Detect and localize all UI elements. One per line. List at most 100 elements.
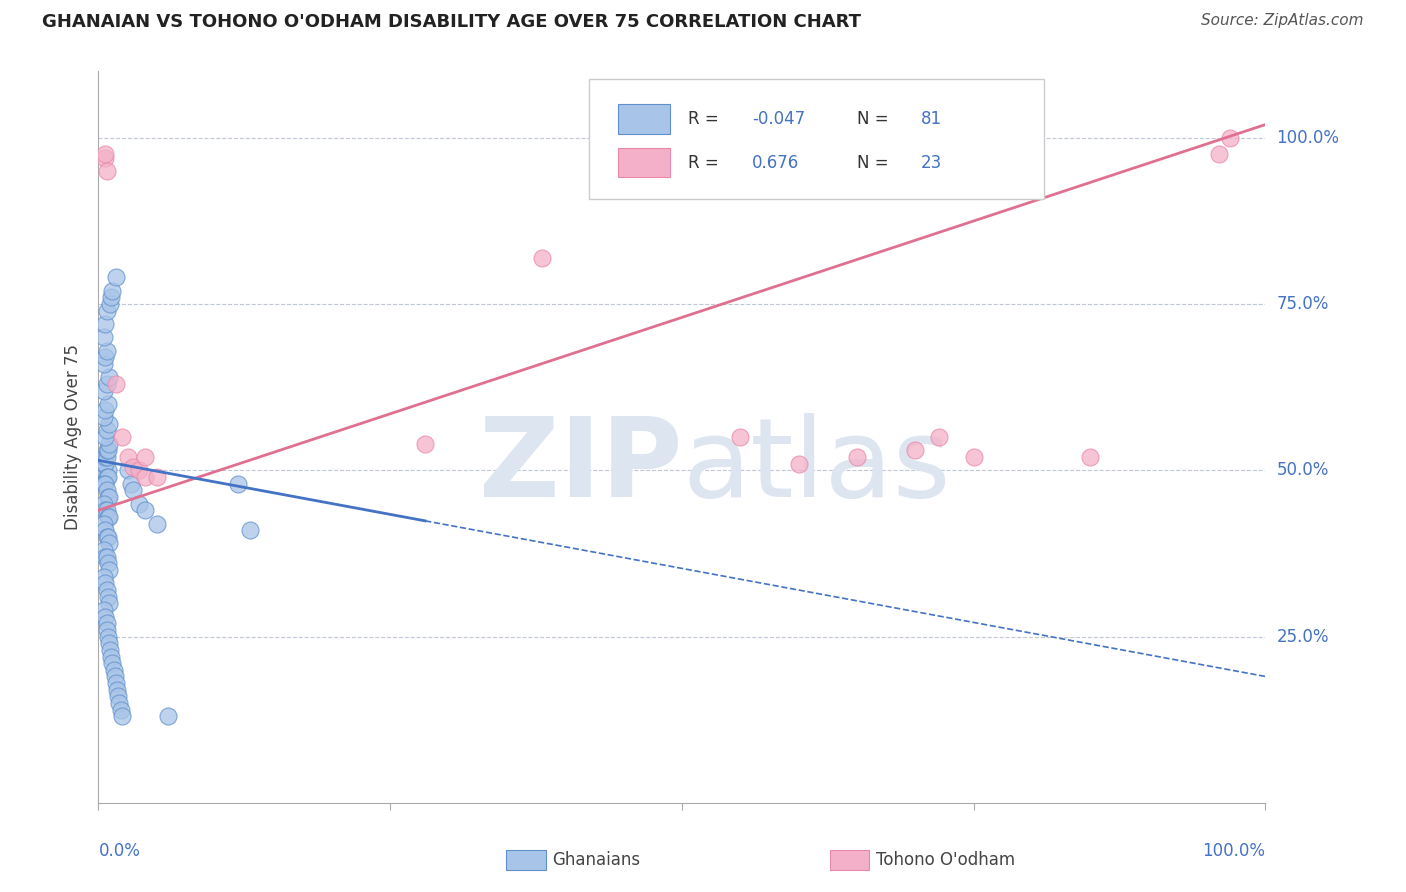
Point [93,516,115,531]
Point [122,483,145,498]
Text: Tohono O'odham: Tohono O'odham [876,851,1015,869]
Point [104,676,127,690]
Text: ZIP: ZIP [478,413,682,520]
Text: N =: N = [858,110,894,128]
Text: 23: 23 [921,153,942,172]
Point [134,470,156,484]
Text: 75.0%: 75.0% [1277,295,1329,313]
Point [96,424,118,438]
Point [96,164,118,178]
Point [96,450,118,464]
Point [97,443,120,458]
Point [93,410,115,425]
Point [98,297,121,311]
Point [117,463,139,477]
Point [904,443,927,458]
Text: Source: ZipAtlas.com: Source: ZipAtlas.com [1201,13,1364,29]
Point [94,317,117,331]
Point [530,251,553,265]
Point [134,503,156,517]
Point [93,463,115,477]
Point [228,476,250,491]
Point [94,523,117,537]
Point [239,523,262,537]
Point [104,669,127,683]
Point [1080,450,1102,464]
Point [97,509,120,524]
Point [120,476,142,491]
Text: R =: R = [688,110,724,128]
FancyBboxPatch shape [589,78,1043,200]
Point [105,682,128,697]
Point [97,436,120,450]
Point [93,570,115,584]
Point [96,303,118,318]
Point [96,503,118,517]
Point [730,430,752,444]
Point [93,357,115,371]
Text: GHANAIAN VS TOHONO O'ODHAM DISABILITY AGE OVER 75 CORRELATION CHART: GHANAIAN VS TOHONO O'ODHAM DISABILITY AG… [42,13,862,31]
FancyBboxPatch shape [617,148,671,178]
Point [928,430,950,444]
Point [94,549,117,564]
Point [97,397,120,411]
Point [98,643,121,657]
Point [101,284,124,298]
Point [157,709,180,723]
Point [93,543,115,558]
Point [96,582,118,597]
Text: R =: R = [688,153,728,172]
Text: 25.0%: 25.0% [1277,628,1329,646]
Point [97,630,120,644]
Text: 81: 81 [921,110,942,128]
Point [96,483,118,498]
Point [93,384,115,398]
FancyBboxPatch shape [617,104,671,134]
Point [104,270,127,285]
Point [146,470,169,484]
Text: 0.676: 0.676 [752,153,799,172]
Point [146,516,169,531]
Point [94,576,117,591]
Point [96,623,118,637]
Point [128,497,150,511]
Point [97,470,120,484]
Point [787,457,810,471]
Point [97,596,120,610]
Point [846,450,869,464]
Point [107,690,129,704]
Point [97,490,120,504]
Point [97,530,120,544]
Text: 100.0%: 100.0% [1202,842,1265,860]
Point [93,603,115,617]
Text: 100.0%: 100.0% [1277,128,1340,147]
Point [97,463,120,477]
Point [997,151,1019,165]
Point [134,450,156,464]
Point [97,509,120,524]
Point [93,330,115,344]
Point [110,703,132,717]
Text: 50.0%: 50.0% [1277,461,1329,479]
Point [100,290,122,304]
Point [96,443,118,458]
Point [101,656,124,670]
Point [96,343,118,358]
Point [93,457,115,471]
Point [97,370,120,384]
Point [96,470,118,484]
Point [96,616,118,631]
Text: 0.0%: 0.0% [98,842,141,860]
Point [122,460,145,475]
Point [111,709,134,723]
Point [97,563,120,577]
Point [93,476,115,491]
Point [97,417,120,431]
Point [962,450,984,464]
Point [97,636,120,650]
Point [97,490,120,504]
Point [111,430,134,444]
Point [96,549,118,564]
Point [94,476,117,491]
Point [100,649,122,664]
